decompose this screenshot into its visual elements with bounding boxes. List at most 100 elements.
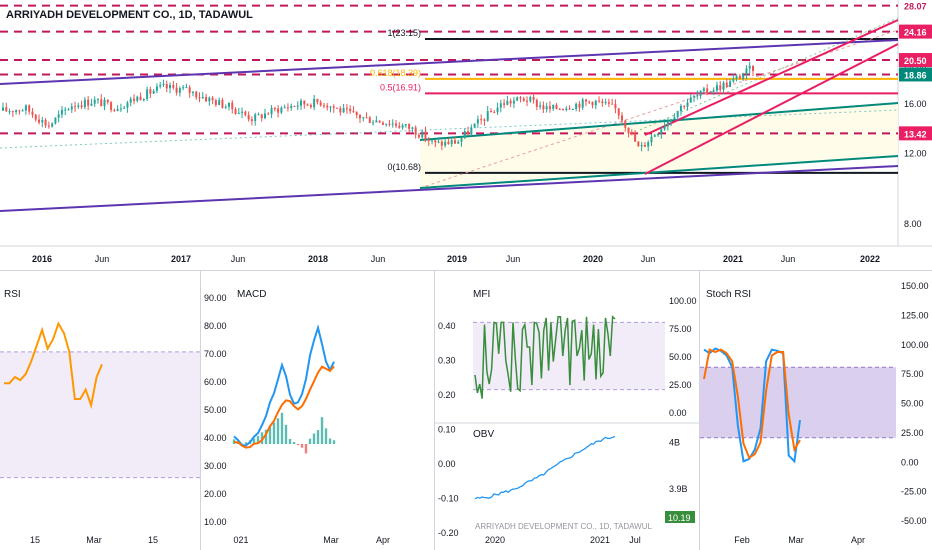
candle — [142, 98, 145, 101]
purple-channel-bottom — [0, 165, 899, 212]
obv-y-tick: 3.9B — [669, 484, 688, 494]
candle — [93, 99, 96, 104]
left-axis-tick: 0.00 — [438, 459, 456, 469]
candle — [38, 119, 41, 123]
time-axis-tick: 2021 — [723, 254, 743, 264]
macd-histogram-bar — [308, 438, 312, 444]
candle — [388, 123, 391, 125]
rsi-line — [4, 321, 103, 410]
candle — [221, 100, 224, 108]
candle — [437, 141, 440, 143]
stoch-rsi-panel[interactable]: Stoch RSI 150.00 125.00 100.00 75.00 50.00 25.… — [700, 271, 932, 550]
time-axis-tick: 2016 — [32, 254, 52, 264]
candle — [24, 105, 27, 111]
obv-x-tick: Jul — [629, 535, 641, 545]
mfi-y-tick: 100.00 — [669, 296, 697, 306]
candle — [447, 141, 450, 145]
candle — [539, 105, 542, 107]
candle — [362, 117, 365, 119]
candle — [316, 98, 319, 103]
candle — [188, 87, 191, 93]
left-axis-tick: 0.30 — [438, 356, 456, 366]
mfi-panel[interactable]: MFI 100.00 75.00 50.00 25.00 0.00 0.40 0.30 0.20… — [435, 271, 699, 550]
price-badge-label: 24.16 — [904, 28, 927, 38]
price-axis-tick: 16.00 — [904, 99, 927, 109]
candle — [509, 100, 512, 104]
macd-y-tick: 20.00 — [204, 489, 227, 499]
price-badge — [899, 24, 932, 39]
macd-title: MACD — [237, 289, 266, 300]
candle — [214, 100, 217, 106]
candle — [123, 107, 126, 109]
candle — [506, 100, 509, 105]
candle — [440, 141, 443, 146]
rsi-panel[interactable]: RSI 15 Mar 15 — [0, 271, 200, 550]
obv-badge — [665, 511, 695, 523]
price-axis-tick: 8.00 — [904, 219, 922, 229]
candle — [611, 103, 614, 105]
price-badge-label: 28.07 — [904, 2, 927, 12]
candle — [110, 102, 113, 111]
candle — [2, 107, 4, 111]
candle — [218, 100, 221, 106]
macd-y-tick: 70.00 — [204, 349, 227, 359]
candle — [283, 107, 286, 109]
candle — [172, 84, 175, 88]
macd-histogram-bar — [312, 433, 316, 444]
candle — [198, 97, 201, 99]
time-axis-tick: Jun — [231, 254, 246, 264]
purple-channel-top — [0, 39, 899, 85]
macd-histogram-bar — [288, 438, 292, 444]
candle — [617, 108, 620, 116]
chart-title: ARRIYADH DEVELOPMENT CO., 1D, TADAWUL — [6, 9, 253, 21]
candle — [719, 85, 722, 90]
candle — [643, 145, 646, 147]
candle — [365, 117, 368, 119]
mfi-title: MFI — [473, 289, 490, 300]
candle — [149, 89, 152, 94]
main-price-chart[interactable]: 1(23.15) 0.618(18.39) 0.5(16.91) 0(10.68) AR… — [0, 0, 932, 270]
candle — [748, 65, 751, 69]
stoch-x-tick: Mar — [788, 535, 804, 545]
rsi-title: RSI — [4, 289, 21, 300]
price-badge — [899, 0, 932, 13]
rsi-x-tick: 15 — [148, 535, 158, 545]
macd-histogram-bar — [316, 430, 320, 444]
candle — [286, 107, 289, 109]
candle — [693, 96, 696, 98]
obv-line — [474, 435, 616, 500]
candle — [545, 106, 548, 110]
candle — [568, 108, 571, 110]
candle — [205, 96, 208, 102]
macd-y-tick: 30.00 — [204, 461, 227, 471]
candle — [460, 138, 463, 142]
candle — [463, 131, 466, 139]
candle — [634, 133, 637, 142]
candle — [555, 104, 558, 109]
macd-panel[interactable]: MACD 90.00 80.00 70.00 60.00 50.00 40.00 30.00 2… — [201, 271, 434, 550]
macd-x-tick: 021 — [233, 535, 248, 545]
candle — [162, 83, 165, 86]
candle — [640, 145, 643, 147]
stoch-title: Stoch RSI — [706, 289, 751, 300]
price-badge-label: 18.86 — [904, 70, 927, 80]
candle — [699, 90, 702, 96]
candle — [201, 96, 204, 98]
macd-histogram-bar — [304, 444, 308, 454]
candle — [358, 115, 361, 119]
time-axis-tick: Jun — [641, 254, 656, 264]
candle — [431, 140, 434, 142]
stoch-band-fill — [700, 367, 896, 438]
candle — [290, 105, 293, 108]
candle — [139, 96, 142, 101]
candle — [208, 97, 211, 102]
candle — [499, 103, 502, 108]
time-axis-tick: Jun — [781, 254, 796, 264]
macd-line — [233, 324, 335, 447]
candle — [391, 123, 394, 125]
obv-title: OBV — [473, 429, 494, 440]
candle — [273, 108, 276, 110]
candle — [169, 84, 172, 89]
rsi-band-fill — [0, 351, 200, 478]
mfi-y-tick: 0.00 — [669, 408, 687, 418]
